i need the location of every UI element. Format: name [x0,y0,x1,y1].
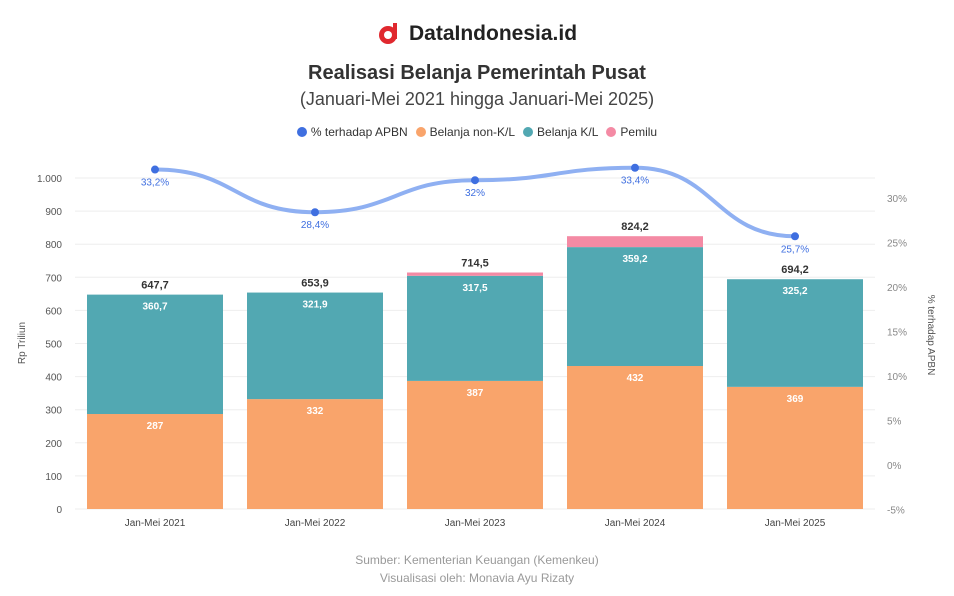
y-tick-label: 700 [45,273,62,284]
y-tick-label: 300 [45,406,62,417]
brand-logo-icon [378,23,397,44]
legend-item-line[interactable]: % terhadap APBN [296,125,408,139]
line-point [631,163,639,172]
bar-pemilu [407,272,543,276]
bar-belanja-non-k-l [87,414,223,509]
bar-belanja-non-k-l [567,366,703,509]
bar-value-label: 321,9 [302,300,327,311]
brand-name: DataIndonesia.id [408,22,578,45]
line-point [151,165,159,174]
total-label: 824,2 [621,221,649,233]
y2-tick-label: 15% [887,328,907,339]
y-tick-label: 100 [45,472,62,483]
line-value-label: 25,7% [781,244,809,255]
bar-belanja-k-l [247,292,383,400]
x-tick-label: Jan-Mei 2022 [285,518,346,529]
y-tick-label: 800 [45,240,62,251]
y-tick-label: 500 [45,340,62,351]
bar-belanja-non-k-l [407,380,543,509]
y2-tick-label: 10% [887,372,907,383]
y-axis-label: Rp Triliun [17,322,28,364]
bar-value-label: 332 [307,406,324,417]
bar-belanja-k-l [407,275,543,381]
legend-item-kl[interactable]: Belanja K/L [523,125,598,139]
total-label: 694,2 [781,264,809,276]
x-tick-label: Jan-Mei 2024 [605,518,666,529]
brand-logo: DataIndonesia.id [0,22,954,46]
y2-tick-label: 30% [887,194,907,205]
y2-axis-label: % terhadap APBN [925,295,936,376]
line-value-label: 33,4% [621,176,649,187]
y-tick-label: 400 [45,373,62,384]
line-point [791,232,799,241]
legend-item-pemilu[interactable]: Pemilu [606,125,657,139]
y-tick-label: 600 [45,306,62,317]
line-value-label: 32% [465,188,485,199]
bar-value-label: 360,7 [142,302,167,313]
line-point [311,208,319,217]
bar-belanja-non-k-l [727,386,863,509]
bar-belanja-k-l [87,294,223,415]
y2-tick-label: -5% [887,506,905,517]
chart-subtitle: (Januari-Mei 2021 hingga Januari-Mei 202… [299,89,655,109]
bar-value-label: 325,2 [782,286,807,297]
x-tick-label: Jan-Mei 2023 [445,518,506,529]
bar-value-label: 387 [467,388,484,399]
bar-belanja-k-l [727,279,863,387]
credit-note: Visualisasi oleh: Monavia Ayu Rizaty [379,571,575,585]
line-value-label: 33,2% [141,178,169,189]
line-value-label: 28,4% [301,220,329,231]
y-tick-label: 0 [56,505,62,516]
y-tick-label: 1.000 [37,174,62,185]
bar-value-label: 287 [147,421,164,432]
source-note: Sumber: Kementerian Keuangan (Kemenkeu) [355,553,599,567]
x-tick-label: Jan-Mei 2021 [125,518,186,529]
bar-belanja-non-k-l [247,399,383,509]
y2-tick-label: 25% [887,239,907,250]
bar-value-label: 432 [627,373,644,384]
bar-belanja-k-l [567,247,703,367]
chart-title: Realisasi Belanja Pemerintah Pusat [308,62,646,84]
total-label: 647,7 [141,280,169,292]
legend: % terhadap APBN Belanja non-K/L Belanja … [0,125,954,139]
total-label: 714,5 [461,258,489,270]
bar-value-label: 369 [787,394,804,405]
y-tick-label: 900 [45,207,62,218]
legend-item-non-kl[interactable]: Belanja non-K/L [415,125,515,139]
y2-tick-label: 5% [887,417,902,428]
bar-value-label: 317,5 [462,283,487,294]
bar-value-label: 359,2 [622,254,647,265]
y2-tick-label: 0% [887,461,902,472]
y-tick-label: 200 [45,439,62,450]
bar-pemilu [567,236,703,248]
y2-tick-label: 20% [887,283,907,294]
line-point [471,176,479,185]
x-tick-label: Jan-Mei 2025 [765,518,826,529]
total-label: 653,9 [301,278,329,290]
